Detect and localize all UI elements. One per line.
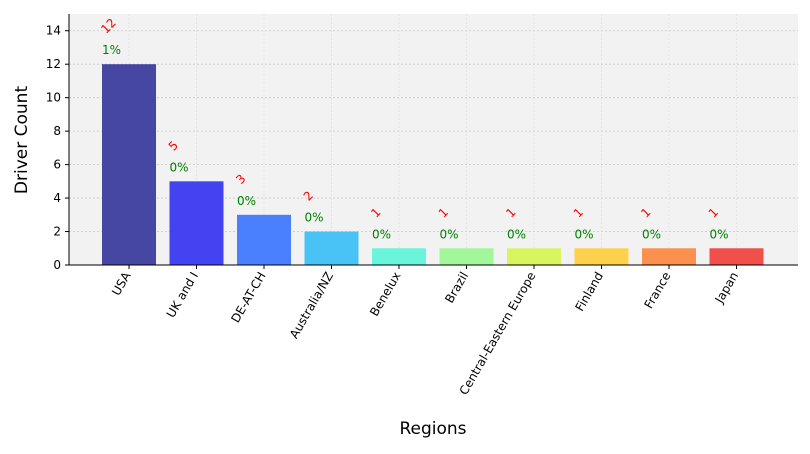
bar: [439, 248, 494, 265]
bar: [574, 248, 629, 265]
bar: [237, 214, 291, 265]
y-ticks: 0 2 4 6 8 10 12 14: [46, 24, 69, 272]
y-tick-label: 0: [53, 258, 61, 272]
bar: [169, 181, 224, 265]
y-tick-label: 2: [53, 225, 61, 239]
x-ticks: USA UK and I DE-AT-CH Australia/NZ Benelux Br…: [109, 265, 741, 397]
bar-percent-label: 0%: [237, 194, 256, 208]
x-tick-label: USA: [109, 269, 134, 298]
bar: [372, 248, 426, 265]
y-tick-label: 8: [53, 124, 61, 138]
x-tick-label: Central-Eastern Europe: [457, 270, 539, 398]
bar-percent-label: 0%: [305, 211, 324, 225]
bar-percent-label: 0%: [642, 227, 661, 241]
bar: [642, 248, 696, 265]
y-axis-label: Driver Count: [12, 86, 32, 195]
bar: [102, 64, 156, 265]
x-tick-label: Finland: [573, 270, 607, 314]
y-tick-label: 4: [53, 191, 61, 205]
y-tick-label: 14: [46, 24, 61, 38]
y-tick-label: 12: [46, 57, 61, 71]
x-tick-label: DE-AT-CH: [228, 270, 268, 326]
bar-percent-label: 0%: [170, 160, 189, 174]
x-axis-label: Regions: [399, 419, 466, 439]
x-tick-label: Japan: [712, 270, 741, 307]
x-tick-label: Benelux: [367, 270, 403, 319]
grid: [69, 14, 798, 265]
bar: [507, 248, 561, 265]
bar-percent-label: 0%: [440, 227, 459, 241]
y-tick-label: 10: [46, 91, 61, 105]
x-tick-label: Australia/NZ: [287, 270, 336, 341]
bar-percent-label: 0%: [710, 227, 729, 241]
x-tick-label: France: [642, 270, 674, 312]
axes: [68, 14, 798, 266]
bar-percent-label: 0%: [575, 227, 594, 241]
bars: [102, 64, 764, 265]
x-tick-label: Brazil: [442, 270, 471, 306]
bar-percent-label: 0%: [372, 227, 391, 241]
bar-percent-label: 0%: [507, 227, 526, 241]
x-tick-label: UK and I: [164, 270, 201, 321]
bar: [709, 248, 764, 265]
y-tick-label: 6: [53, 158, 61, 172]
bar: [304, 231, 359, 265]
bar-percent-label: 1%: [102, 43, 121, 57]
